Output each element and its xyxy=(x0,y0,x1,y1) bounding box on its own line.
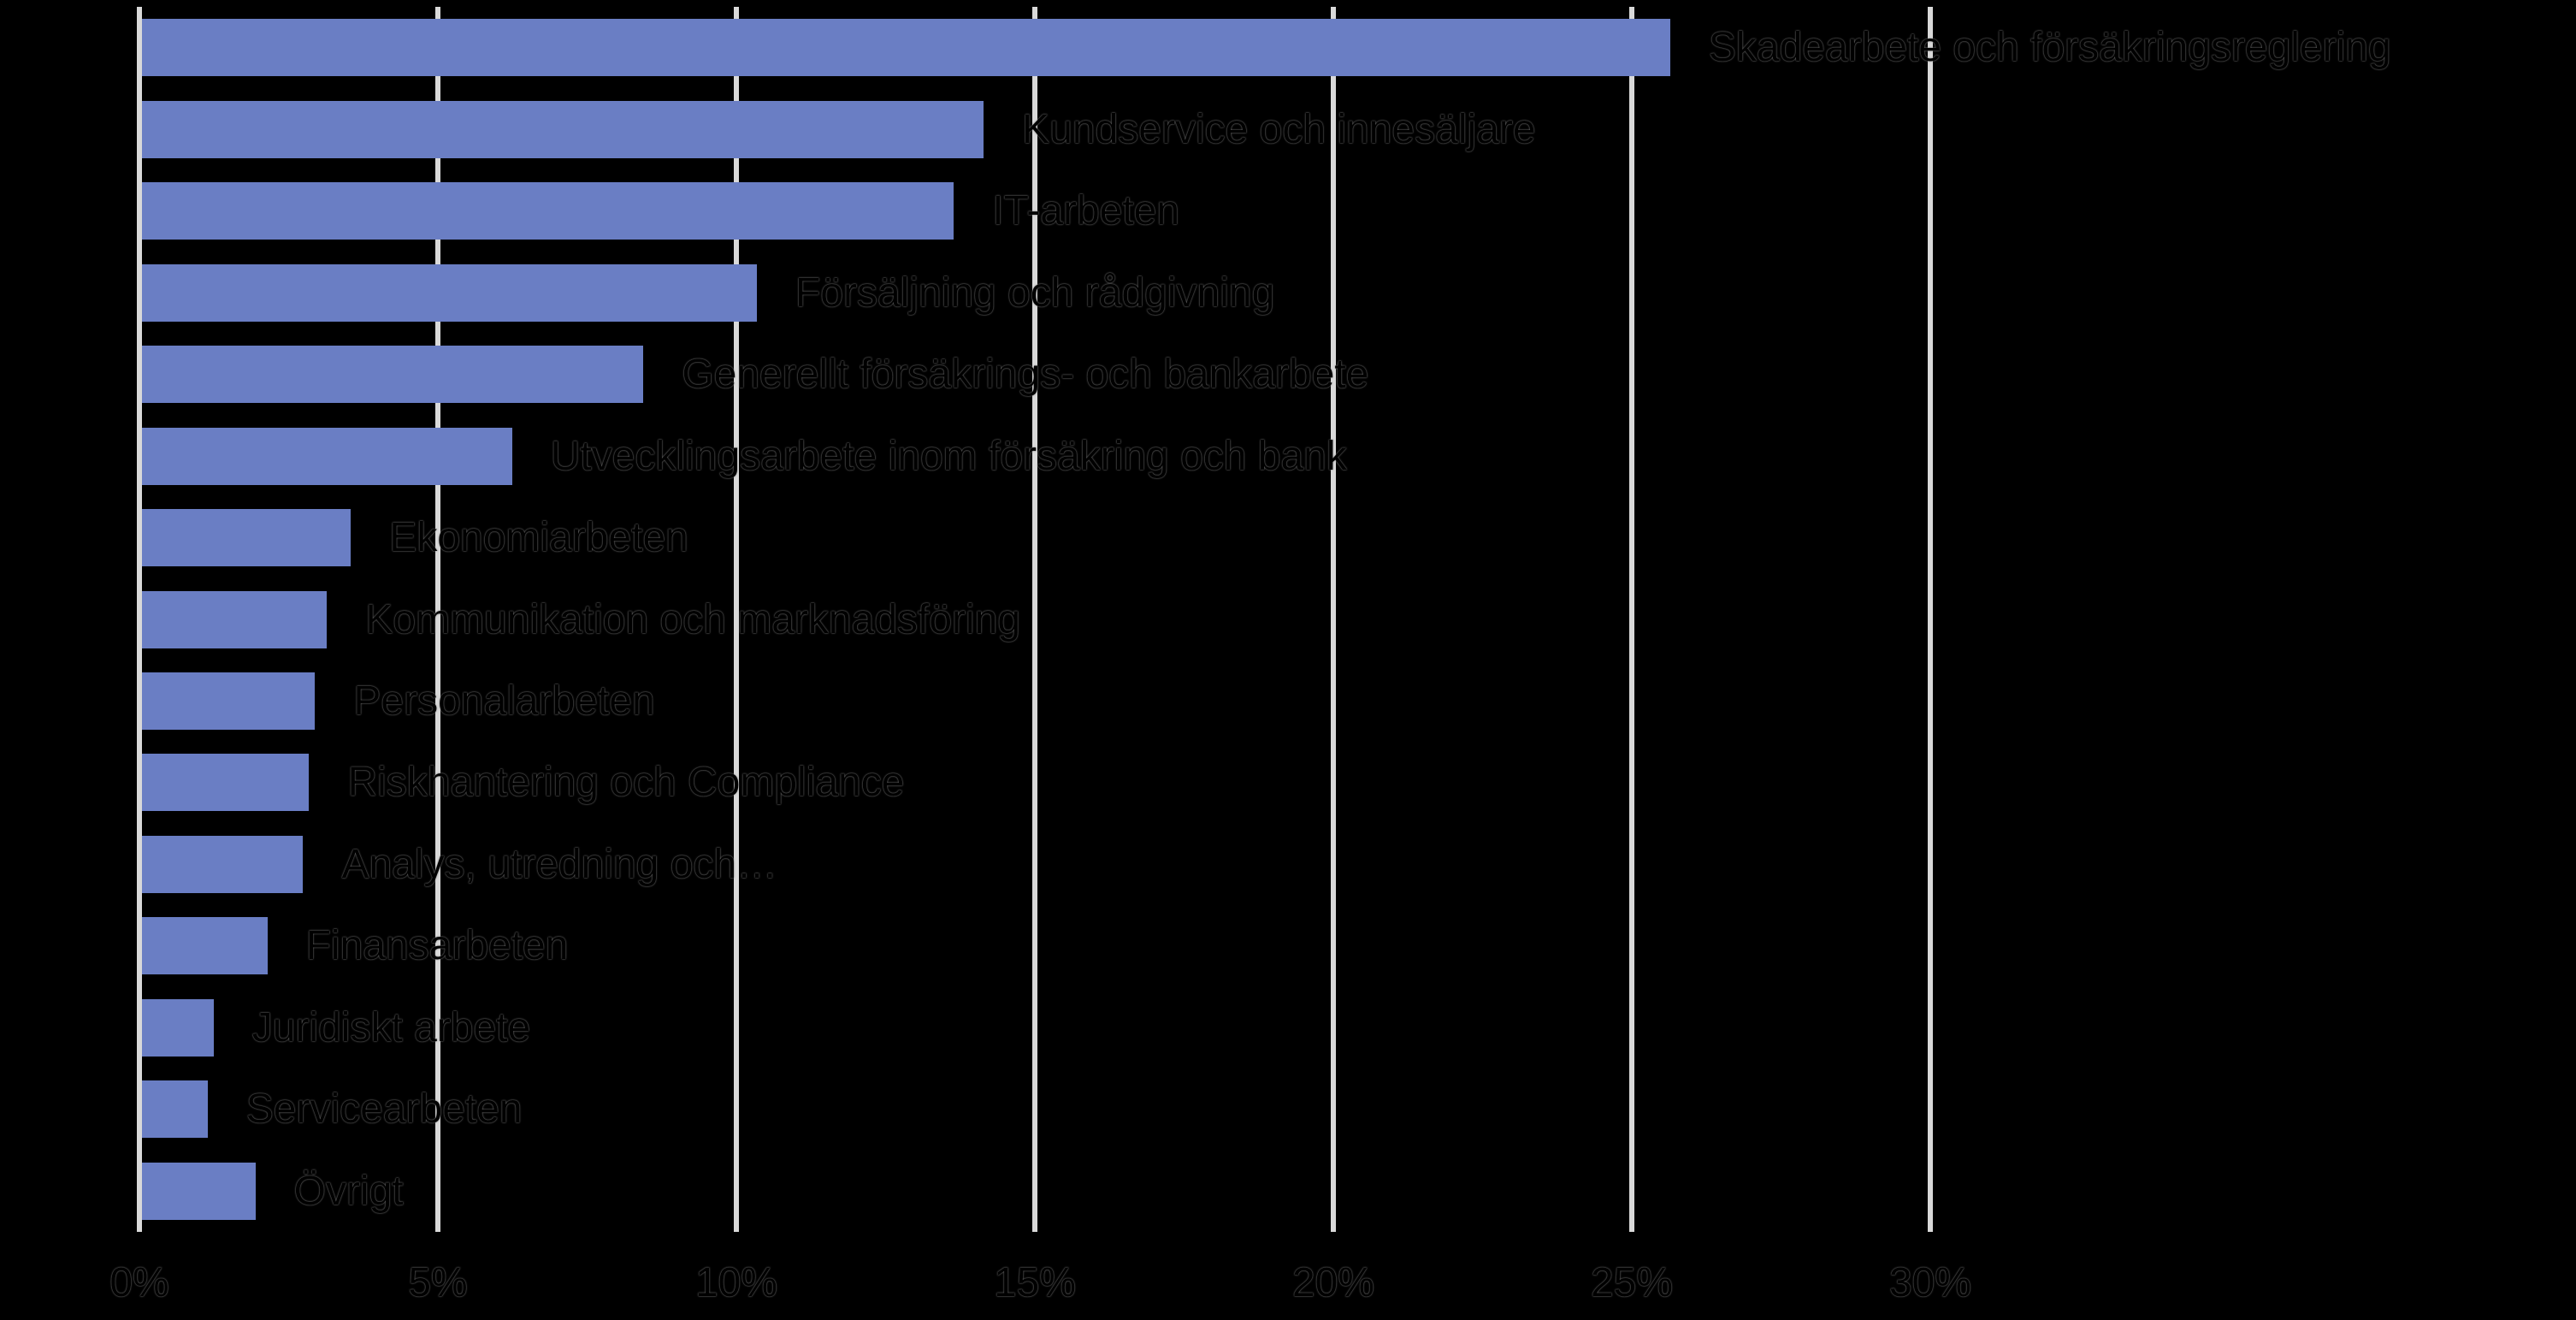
bar xyxy=(142,835,304,893)
x-axis-tick-label: 30% xyxy=(1888,1260,1972,1305)
gridline xyxy=(1032,7,1037,1232)
bar xyxy=(142,509,352,567)
gridline xyxy=(435,7,440,1232)
x-axis-tick-label: 15% xyxy=(993,1260,1077,1305)
bar xyxy=(142,100,984,158)
bar xyxy=(142,182,954,240)
bar-category-label: Servicearbeten xyxy=(245,1086,523,1133)
bar-category-label: Personalarbeten xyxy=(353,678,655,724)
gridline xyxy=(734,7,739,1232)
bar-category-label: Skadearbete och försäkringsreglering xyxy=(1708,25,2391,71)
bar xyxy=(142,590,328,648)
bar-category-label: Utvecklingsarbete inom försäkring och ba… xyxy=(550,433,1347,479)
bar xyxy=(142,19,1670,77)
bar xyxy=(142,427,512,485)
gridline xyxy=(1331,7,1336,1232)
bar xyxy=(142,917,268,975)
bar-category-label: Kundservice och innesäljare xyxy=(1022,106,1536,152)
bar-category-label: IT-arbeten xyxy=(992,188,1180,234)
bar xyxy=(142,1162,256,1220)
bar-category-label: Analys, utredning och… xyxy=(341,841,778,887)
x-axis-tick-label: 10% xyxy=(694,1260,778,1305)
x-axis-tick-label: 20% xyxy=(1291,1260,1375,1305)
bar-category-label: Finansarbeten xyxy=(305,923,569,969)
bar-category-label: Kommunikation och marknadsföring xyxy=(365,596,1021,642)
bar xyxy=(142,998,214,1057)
bar-category-label: Juridiskt arbete xyxy=(251,1004,531,1051)
gridline xyxy=(1629,7,1634,1232)
bar xyxy=(142,754,310,812)
bar xyxy=(142,1080,208,1139)
bar-category-label: Riskhantering och Compliance xyxy=(347,760,905,806)
bar-category-label: Försäljning och rådgivning xyxy=(795,269,1275,316)
bar-category-label: Generellt försäkrings- och bankarbete xyxy=(682,352,1369,398)
gridline xyxy=(137,7,142,1232)
bar xyxy=(142,672,316,730)
x-axis-tick-label: 0% xyxy=(109,1260,169,1305)
bar xyxy=(142,263,757,322)
bar-category-label: Ekonomiarbeten xyxy=(389,515,688,561)
gridline xyxy=(1928,7,1933,1232)
x-axis-tick-label: 25% xyxy=(1590,1260,1674,1305)
x-axis-tick-label: 5% xyxy=(408,1260,468,1305)
bar xyxy=(142,346,644,404)
bar-category-label: Övrigt xyxy=(293,1168,404,1214)
